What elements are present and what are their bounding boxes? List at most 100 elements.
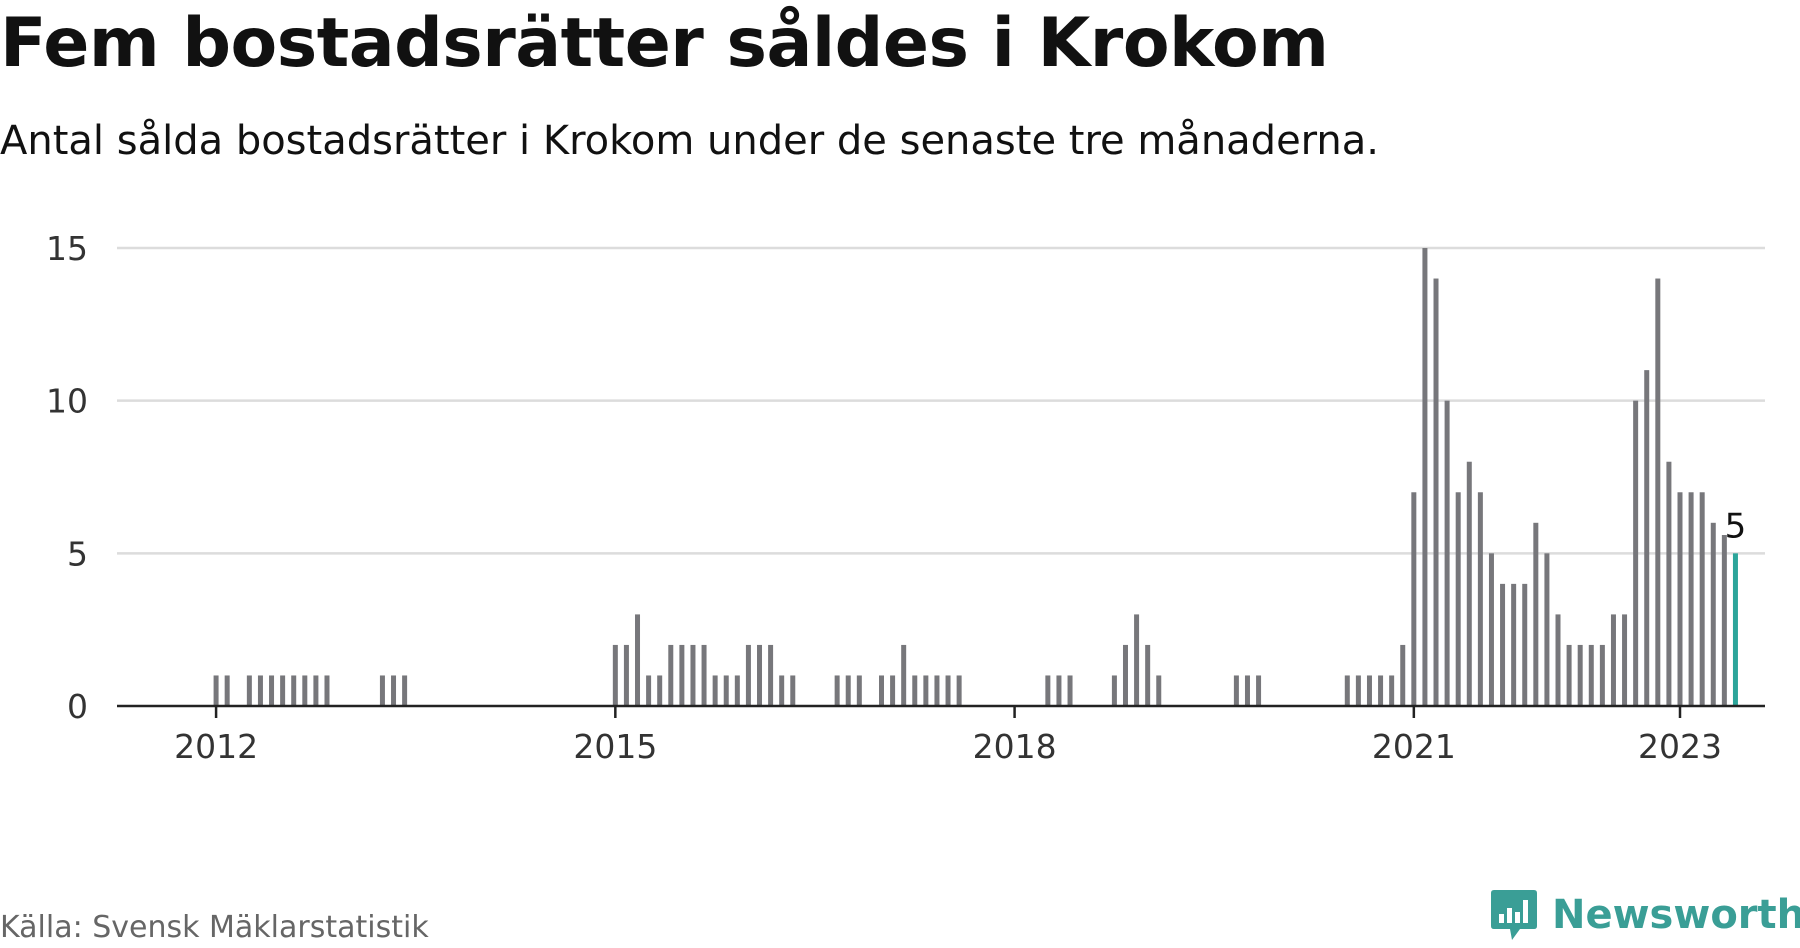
bar <box>668 644 674 706</box>
bar <box>1522 583 1528 706</box>
bar <box>923 675 929 706</box>
bar <box>313 675 319 706</box>
bar <box>1389 675 1395 706</box>
labels: 0 5 10 15 2012 2015 2018 2021 2023 5 <box>46 229 1746 766</box>
bar <box>945 675 951 706</box>
bar <box>1677 492 1683 706</box>
bar <box>1067 675 1073 706</box>
newsworthy-logo: Newsworthy <box>1490 888 1800 942</box>
y-tick-label: 15 <box>46 229 88 268</box>
bar <box>391 675 397 706</box>
source-note: Källa: Svensk Mäklarstatistik <box>0 910 429 945</box>
bar <box>912 675 918 706</box>
bar <box>1411 492 1417 706</box>
bar <box>224 675 230 706</box>
bar <box>1555 614 1561 706</box>
bar <box>1400 644 1406 706</box>
bar <box>257 675 263 706</box>
bar <box>956 675 962 706</box>
bar <box>1344 675 1350 706</box>
bar <box>1455 492 1461 706</box>
bar <box>646 675 652 706</box>
chart-title: Fem bostadsrätter såldes i Krokom <box>0 4 1329 83</box>
bar <box>1544 553 1550 706</box>
gridlines <box>117 246 1765 555</box>
bar <box>1710 522 1716 706</box>
bar <box>1655 278 1661 706</box>
bar <box>1378 675 1384 706</box>
x-tick-label: 2023 <box>1638 727 1722 766</box>
bar <box>723 675 729 706</box>
bar <box>1622 614 1628 706</box>
chart-subtitle: Antal sålda bostadsrätter i Krokom under… <box>0 118 1380 164</box>
bar <box>1699 492 1705 706</box>
bar <box>757 644 763 706</box>
bar <box>1577 644 1583 706</box>
bar <box>734 675 740 706</box>
bar <box>623 644 629 706</box>
bar <box>1466 461 1472 706</box>
bar <box>1511 583 1517 706</box>
bar <box>302 675 308 706</box>
bar <box>402 675 408 706</box>
bar <box>690 644 696 706</box>
bar <box>1488 553 1494 706</box>
bar <box>1688 492 1694 706</box>
bar <box>779 675 785 706</box>
bar <box>1433 278 1439 706</box>
bar <box>790 675 796 706</box>
bar <box>1111 675 1117 706</box>
bar <box>1633 400 1639 706</box>
bar <box>269 675 275 706</box>
bar <box>1122 644 1128 706</box>
bar <box>1056 675 1062 706</box>
bar <box>768 644 774 706</box>
bar <box>1533 522 1539 706</box>
bar <box>845 675 851 706</box>
bar <box>1366 675 1372 706</box>
bar <box>1477 492 1483 706</box>
y-tick-label: 5 <box>67 534 88 573</box>
bar <box>834 675 840 706</box>
bar <box>612 644 618 706</box>
bar <box>890 675 896 706</box>
newsworthy-logo-text: Newsworthy <box>1552 892 1800 938</box>
bar <box>246 675 252 706</box>
axes <box>117 704 1765 718</box>
bar <box>1422 248 1428 706</box>
bar <box>901 644 907 706</box>
x-tick-label: 2015 <box>573 727 657 766</box>
bar <box>280 675 286 706</box>
y-tick-label: 10 <box>46 382 88 421</box>
bar <box>856 675 862 706</box>
y-tick-label: 0 <box>67 687 88 726</box>
bar <box>1666 461 1672 706</box>
newsworthy-logo-icon <box>1491 890 1537 940</box>
bar <box>1566 644 1572 706</box>
bars <box>213 248 1738 706</box>
bar <box>1156 675 1162 706</box>
bar <box>1355 675 1361 706</box>
bar <box>1599 644 1605 706</box>
bar <box>679 644 685 706</box>
bar <box>379 675 385 706</box>
bar <box>879 675 884 706</box>
bar <box>291 675 297 706</box>
bar-highlight <box>1732 553 1738 706</box>
bar <box>1588 644 1594 706</box>
bar <box>1644 370 1650 706</box>
bar <box>701 644 707 706</box>
bar <box>1256 675 1262 706</box>
bar <box>1610 614 1616 706</box>
bar <box>1045 675 1051 706</box>
x-tick-label: 2021 <box>1372 727 1456 766</box>
x-tick-label: 2018 <box>973 727 1057 766</box>
bar <box>324 675 330 706</box>
bar <box>657 675 663 706</box>
x-tick-label: 2012 <box>174 727 258 766</box>
bar <box>1721 535 1727 706</box>
bar <box>934 675 940 706</box>
bar <box>1233 675 1239 706</box>
bar <box>712 675 718 706</box>
last-value-label: 5 <box>1725 506 1747 546</box>
